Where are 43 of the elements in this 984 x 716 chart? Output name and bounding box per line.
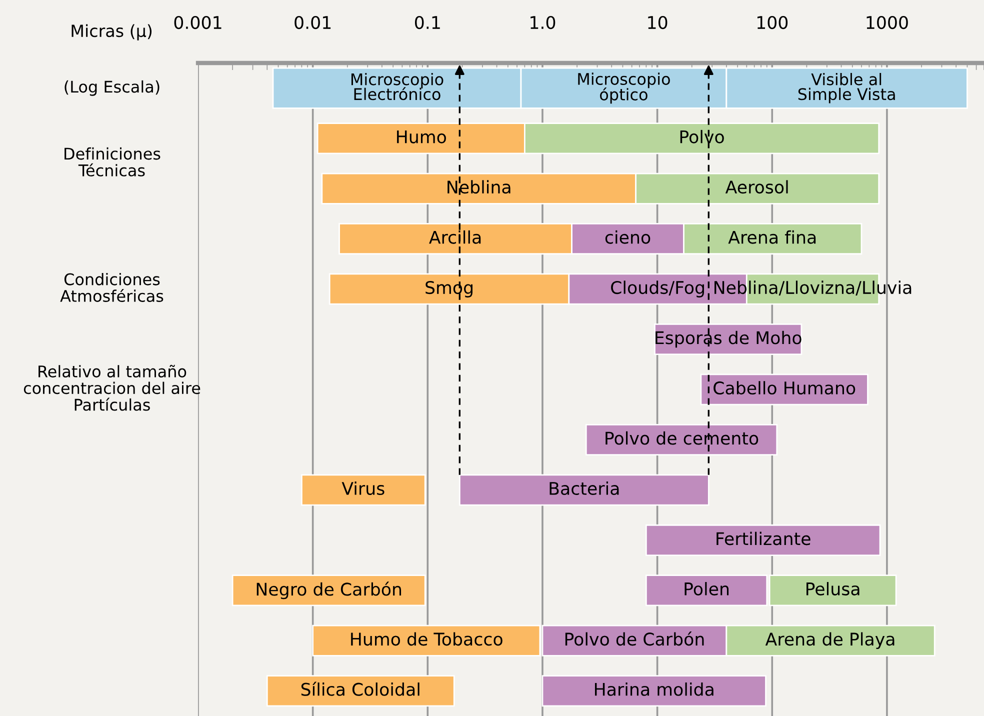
data-label: Visible al Simple Vista: [798, 72, 895, 104]
x-axis-title: Micras (μ): [72, 24, 152, 40]
data-label: Polen: [684, 582, 729, 596]
data-label: Arena de Playa: [765, 632, 894, 650]
x-tick-label: 100: [757, 16, 788, 30]
data-label: Cabello Humano: [714, 381, 856, 395]
data-label: Clouds/Fog: [611, 280, 704, 298]
data-label: Humo de Tobacco: [351, 632, 502, 646]
data-label: Polvo de cemento: [606, 431, 758, 445]
data-label: Arcilla: [429, 230, 481, 244]
bar: [542, 675, 766, 707]
data-label: cieno: [605, 230, 650, 244]
x-tick-label: 10: [648, 16, 668, 30]
x-tick-label: 0.001: [174, 16, 222, 30]
data-label: Aerosol: [725, 180, 788, 194]
text: (Log Escala): [64, 80, 160, 96]
x-tick-label: 1.0: [530, 16, 556, 30]
data-label: Fertilizante: [716, 532, 810, 546]
x-tick-label: 0.01: [294, 16, 331, 30]
x-tick-label: 1000: [866, 16, 908, 30]
data-label: Harina molida: [594, 682, 714, 696]
data-label: Pelusa: [806, 582, 860, 596]
data-label: Polvo: [680, 130, 724, 144]
text: Condiciones Atmosféricas: [60, 272, 164, 302]
data-label: Bacteria: [550, 482, 619, 495]
data-label: Humo: [397, 130, 446, 144]
data-label: Microscopio Electrónico: [351, 72, 444, 100]
bar: [266, 675, 455, 707]
bar: [301, 474, 426, 506]
data-label: Sílica Coloidal: [301, 682, 420, 696]
data-label: Negro de Carbón: [256, 582, 402, 600]
data-label: Neblina/Llovizna/Lluvia: [714, 280, 912, 296]
text: Definiciones Técnicas: [64, 147, 160, 176]
data-label: Virus: [342, 482, 384, 495]
data-label: Smog: [426, 280, 472, 298]
annotation: Relativo al tamaño concentracion del aire Partículas: [24, 364, 200, 411]
data-label: Neblina: [448, 180, 510, 194]
bar: [232, 574, 426, 606]
data-label: Arena fina: [728, 230, 816, 244]
bar: [458, 474, 710, 506]
x-tick-label: 0.1: [414, 16, 440, 30]
data-label: Polvo de Carbón: [565, 632, 704, 646]
data-label: Microscopio óptico: [578, 72, 670, 104]
